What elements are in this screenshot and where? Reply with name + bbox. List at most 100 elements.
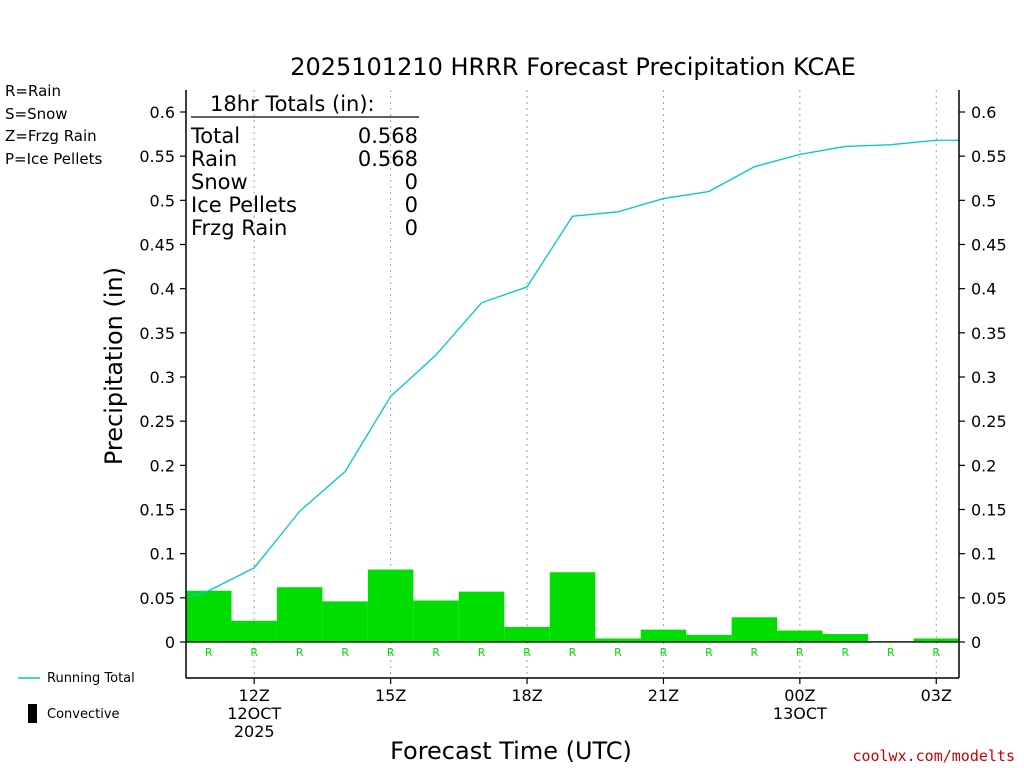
precip-type-label: R bbox=[523, 646, 531, 659]
y-tick-label-right: 0 bbox=[971, 633, 981, 652]
x-tick-label: 21Z bbox=[648, 686, 679, 705]
totals-row-label: Rain bbox=[191, 147, 237, 171]
convective-legend-label: Convective bbox=[47, 707, 120, 722]
y-tick-label-left: 0.55 bbox=[139, 147, 175, 166]
y-tick-label-left: 0 bbox=[165, 633, 175, 652]
precip-type-label: R bbox=[705, 646, 713, 659]
series-legend: Running Total Convective bbox=[18, 671, 135, 723]
y-tick-label-left: 0.1 bbox=[150, 545, 175, 564]
precip-bar bbox=[458, 591, 505, 642]
x-tick-label: 13OCT bbox=[773, 704, 827, 723]
type-legend: R=Rain S=Snow Z=Frzg Rain P=Ice Pellets bbox=[5, 82, 102, 168]
precip-type-label: R bbox=[478, 646, 486, 659]
totals-row-label: Ice Pellets bbox=[191, 193, 297, 217]
y-tick-label-right: 0.45 bbox=[971, 236, 1007, 255]
precip-bar bbox=[686, 634, 732, 642]
totals-row-label: Frzg Rain bbox=[191, 216, 287, 240]
precip-type-label: R bbox=[205, 646, 213, 659]
totals-heading: 18hr Totals (in): bbox=[210, 92, 375, 116]
x-tick-label: 12OCT bbox=[227, 704, 281, 723]
running-total-legend-label: Running Total bbox=[47, 671, 135, 686]
precip-bar bbox=[413, 600, 459, 642]
precip-bar bbox=[322, 601, 368, 642]
y-tick-label-left: 0.35 bbox=[139, 324, 175, 343]
x-tick-label: 00Z bbox=[784, 686, 815, 705]
credit-watermark: coolwx.com/modelts bbox=[852, 747, 1015, 765]
precip-type-label: R bbox=[796, 646, 804, 659]
precip-bar bbox=[276, 587, 323, 642]
y-tick-label-right: 0.4 bbox=[971, 280, 996, 299]
precip-bar bbox=[549, 572, 596, 642]
y-tick-label-left: 0.45 bbox=[139, 236, 175, 255]
x-tick-label: 18Z bbox=[511, 686, 542, 705]
precip-type-label: R bbox=[841, 646, 849, 659]
totals-row-label: Snow bbox=[191, 170, 248, 194]
precip-bar bbox=[640, 629, 687, 642]
totals-row-value: 0 bbox=[405, 216, 418, 240]
precip-type-label: R bbox=[569, 646, 577, 659]
precip-bar bbox=[504, 626, 550, 642]
precip-type-label: R bbox=[387, 646, 395, 659]
totals-row-label: Total bbox=[190, 124, 240, 148]
y-tick-label-right: 0.15 bbox=[971, 501, 1007, 520]
y-tick-label-left: 0.2 bbox=[150, 456, 175, 475]
y-tick-label-right: 0.05 bbox=[971, 589, 1007, 608]
x-tick-label: 03Z bbox=[921, 686, 952, 705]
bar-series bbox=[186, 569, 959, 643]
running-total-line bbox=[185, 139, 959, 599]
y-tick-label-right: 0.6 bbox=[971, 103, 996, 122]
precip-bar bbox=[777, 630, 823, 642]
y-tick-label-right: 0.35 bbox=[971, 324, 1007, 343]
running-total-series bbox=[185, 139, 959, 599]
x-tick-label: 12Z bbox=[239, 686, 270, 705]
precip-type-label: R bbox=[887, 646, 895, 659]
y-tick-label-right: 0.55 bbox=[971, 147, 1007, 166]
legend-ice-pellets: P=Ice Pellets bbox=[5, 150, 102, 168]
y-tick-label-left: 0.5 bbox=[150, 191, 175, 210]
totals-row-value: 0 bbox=[405, 170, 418, 194]
precip-type-label: R bbox=[660, 646, 668, 659]
precip-type-label: R bbox=[751, 646, 759, 659]
y-tick-label-left: 0.25 bbox=[139, 412, 175, 431]
precip-bar bbox=[822, 634, 869, 642]
totals-box: 18hr Totals (in): Total 0.568 Rain 0.568… bbox=[190, 92, 419, 240]
y-tick-label-right: 0.1 bbox=[971, 545, 996, 564]
x-tick-label: 2025 bbox=[234, 722, 275, 741]
totals-row-value: 0.568 bbox=[358, 147, 418, 171]
y-axis-ticks: 0 00.05 0.050.1 0.10.15 0.150.2 0.20.25 0.250.… bbox=[139, 103, 1006, 652]
precip-bar bbox=[186, 590, 232, 642]
legend-frzg-rain: Z=Frzg Rain bbox=[5, 127, 97, 145]
chart-title: 2025101210 HRRR Forecast Precipitation K… bbox=[290, 53, 856, 81]
precip-bar bbox=[913, 638, 959, 642]
plot-frame bbox=[185, 90, 960, 679]
precip-bar bbox=[231, 620, 277, 642]
y-axis-label: Precipitation (in) bbox=[100, 267, 128, 465]
precip-type-label: R bbox=[932, 646, 940, 659]
precip-type-label: R bbox=[341, 646, 349, 659]
precip-type-label: R bbox=[296, 646, 304, 659]
y-tick-label-left: 0.6 bbox=[150, 103, 175, 122]
y-tick-label-left: 0.15 bbox=[139, 501, 175, 520]
legend-snow: S=Snow bbox=[5, 105, 68, 123]
precip-type-label: R bbox=[614, 646, 622, 659]
y-tick-label-left: 0.4 bbox=[150, 280, 175, 299]
y-tick-label-right: 0.25 bbox=[971, 412, 1007, 431]
vertical-gridlines bbox=[253, 90, 937, 678]
totals-row-value: 0.568 bbox=[358, 124, 418, 148]
x-axis-label: Forecast Time (UTC) bbox=[390, 737, 632, 765]
precip-type-label: R bbox=[250, 646, 258, 659]
totals-row-value: 0 bbox=[405, 193, 418, 217]
precip-bar bbox=[367, 569, 414, 642]
y-tick-label-left: 0.05 bbox=[139, 589, 175, 608]
legend-rain: R=Rain bbox=[5, 82, 61, 100]
y-tick-label-right: 0.2 bbox=[971, 456, 996, 475]
y-tick-label-right: 0.3 bbox=[971, 368, 996, 387]
x-tick-label: 15Z bbox=[375, 686, 406, 705]
y-tick-label-right: 0.5 bbox=[971, 191, 996, 210]
convective-swatch bbox=[28, 704, 37, 723]
precip-type-label: R bbox=[432, 646, 440, 659]
precip-bar bbox=[595, 638, 641, 642]
precip-bar bbox=[731, 617, 778, 642]
